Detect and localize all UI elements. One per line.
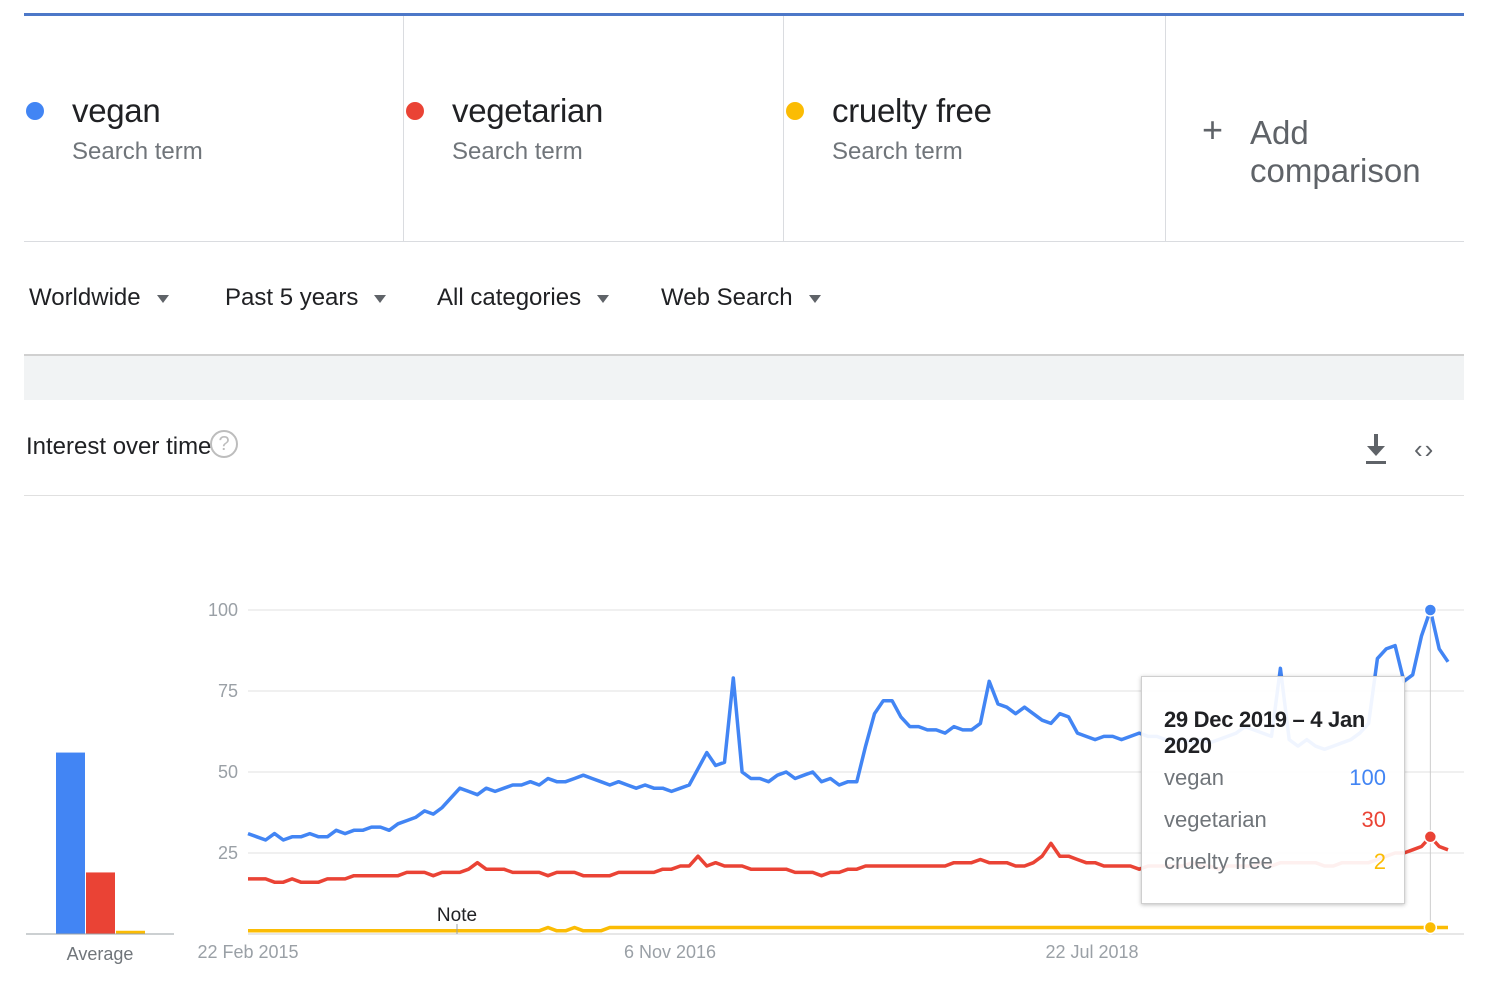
cruelty-free-color-dot bbox=[786, 102, 804, 120]
average-bar-cruelty-free bbox=[116, 930, 145, 934]
average-bars: Average bbox=[26, 752, 174, 964]
hover-markers: Note bbox=[437, 603, 1438, 935]
caret-down-icon bbox=[597, 294, 610, 303]
tooltip-row-cruelty-free: cruelty free 2 bbox=[1164, 849, 1386, 875]
filters-bar: Worldwide Past 5 years All categories We… bbox=[24, 242, 1464, 356]
time-range-dropdown[interactable]: Past 5 years bbox=[225, 284, 387, 312]
add-comparison-label: Add comparison bbox=[1250, 114, 1421, 189]
caret-down-icon bbox=[374, 294, 387, 303]
time-range-label: Past 5 years bbox=[225, 284, 359, 311]
hover-marker bbox=[1423, 603, 1438, 617]
region-label: Worldwide bbox=[29, 284, 141, 311]
hover-marker bbox=[1423, 920, 1438, 935]
search-type-label: Web Search bbox=[661, 284, 793, 311]
add-comparison-button[interactable]: + Add comparison bbox=[1166, 16, 1464, 241]
plus-icon: + bbox=[1202, 109, 1224, 150]
top-accent-line bbox=[24, 13, 1464, 16]
tooltip-date: 29 Dec 2019 – 4 Jan 2020 bbox=[1164, 707, 1366, 758]
tooltip-row-vegan: vegan 100 bbox=[1164, 765, 1386, 791]
caret-down-icon bbox=[808, 294, 821, 303]
average-bar-vegetarian bbox=[86, 872, 115, 934]
category-label: All categories bbox=[437, 284, 582, 311]
search-term-vegan[interactable]: vegan Search term bbox=[24, 16, 404, 241]
search-term-name: vegan bbox=[72, 92, 161, 129]
chart-note-annotation[interactable]: Note bbox=[437, 905, 477, 934]
y-tick-label: 100 bbox=[208, 600, 238, 620]
embed-code-icon[interactable]: ‹› bbox=[1414, 434, 1436, 464]
y-tick-label: 25 bbox=[218, 843, 238, 863]
tooltip-row-vegetarian: vegetarian 30 bbox=[1164, 807, 1386, 833]
card-title: Interest over time bbox=[26, 433, 212, 460]
average-bar-vegan bbox=[56, 752, 85, 934]
x-tick-label: 22 Jul 2018 bbox=[1045, 942, 1138, 962]
region-dropdown[interactable]: Worldwide bbox=[29, 284, 169, 312]
vegetarian-color-dot bbox=[406, 102, 424, 120]
vegan-color-dot bbox=[26, 102, 44, 120]
tooltip-series-value: 2 bbox=[1373, 849, 1386, 874]
help-icon[interactable]: ? bbox=[210, 430, 238, 458]
note-label: Note bbox=[437, 905, 477, 926]
tooltip-series-value: 100 bbox=[1349, 765, 1386, 790]
chart-tooltip: 29 Dec 2019 – 4 Jan 2020 vegan 100 veget… bbox=[1141, 676, 1405, 904]
y-tick-label: 75 bbox=[218, 681, 238, 701]
search-term-subtitle: Search term bbox=[452, 138, 583, 165]
trends-frame: vegan Search term vegetarian Search term… bbox=[24, 0, 1464, 992]
search-term-name: vegetarian bbox=[452, 92, 604, 129]
search-type-dropdown[interactable]: Web Search bbox=[661, 284, 821, 312]
search-term-subtitle: Search term bbox=[832, 138, 963, 165]
download-icon[interactable] bbox=[1364, 432, 1388, 466]
section-separator bbox=[24, 356, 1464, 400]
hover-marker bbox=[1423, 830, 1438, 844]
x-tick-label: 6 Nov 2016 bbox=[624, 942, 716, 962]
x-tick-label: 22 Feb 2015 bbox=[197, 942, 298, 962]
category-dropdown[interactable]: All categories bbox=[437, 284, 610, 312]
tooltip-series-name: vegan bbox=[1164, 765, 1224, 790]
tooltip-series-name: cruelty free bbox=[1164, 849, 1273, 874]
average-label: Average bbox=[67, 944, 134, 964]
search-term-cruelty-free[interactable]: cruelty free Search term bbox=[784, 16, 1166, 241]
caret-down-icon bbox=[156, 294, 169, 303]
search-term-vegetarian[interactable]: vegetarian Search term bbox=[404, 16, 784, 241]
search-term-name: cruelty free bbox=[832, 92, 992, 129]
tooltip-series-name: vegetarian bbox=[1164, 807, 1267, 832]
search-terms-bar: vegan Search term vegetarian Search term… bbox=[24, 16, 1464, 242]
card-divider bbox=[24, 495, 1464, 496]
y-tick-label: 50 bbox=[218, 762, 238, 782]
tooltip-series-value: 30 bbox=[1361, 807, 1386, 832]
search-term-subtitle: Search term bbox=[72, 138, 203, 165]
x-ticks: 22 Feb 2015 6 Nov 2016 22 Jul 2018 bbox=[197, 942, 1138, 962]
series-line-cruelty-free bbox=[248, 925, 1448, 933]
